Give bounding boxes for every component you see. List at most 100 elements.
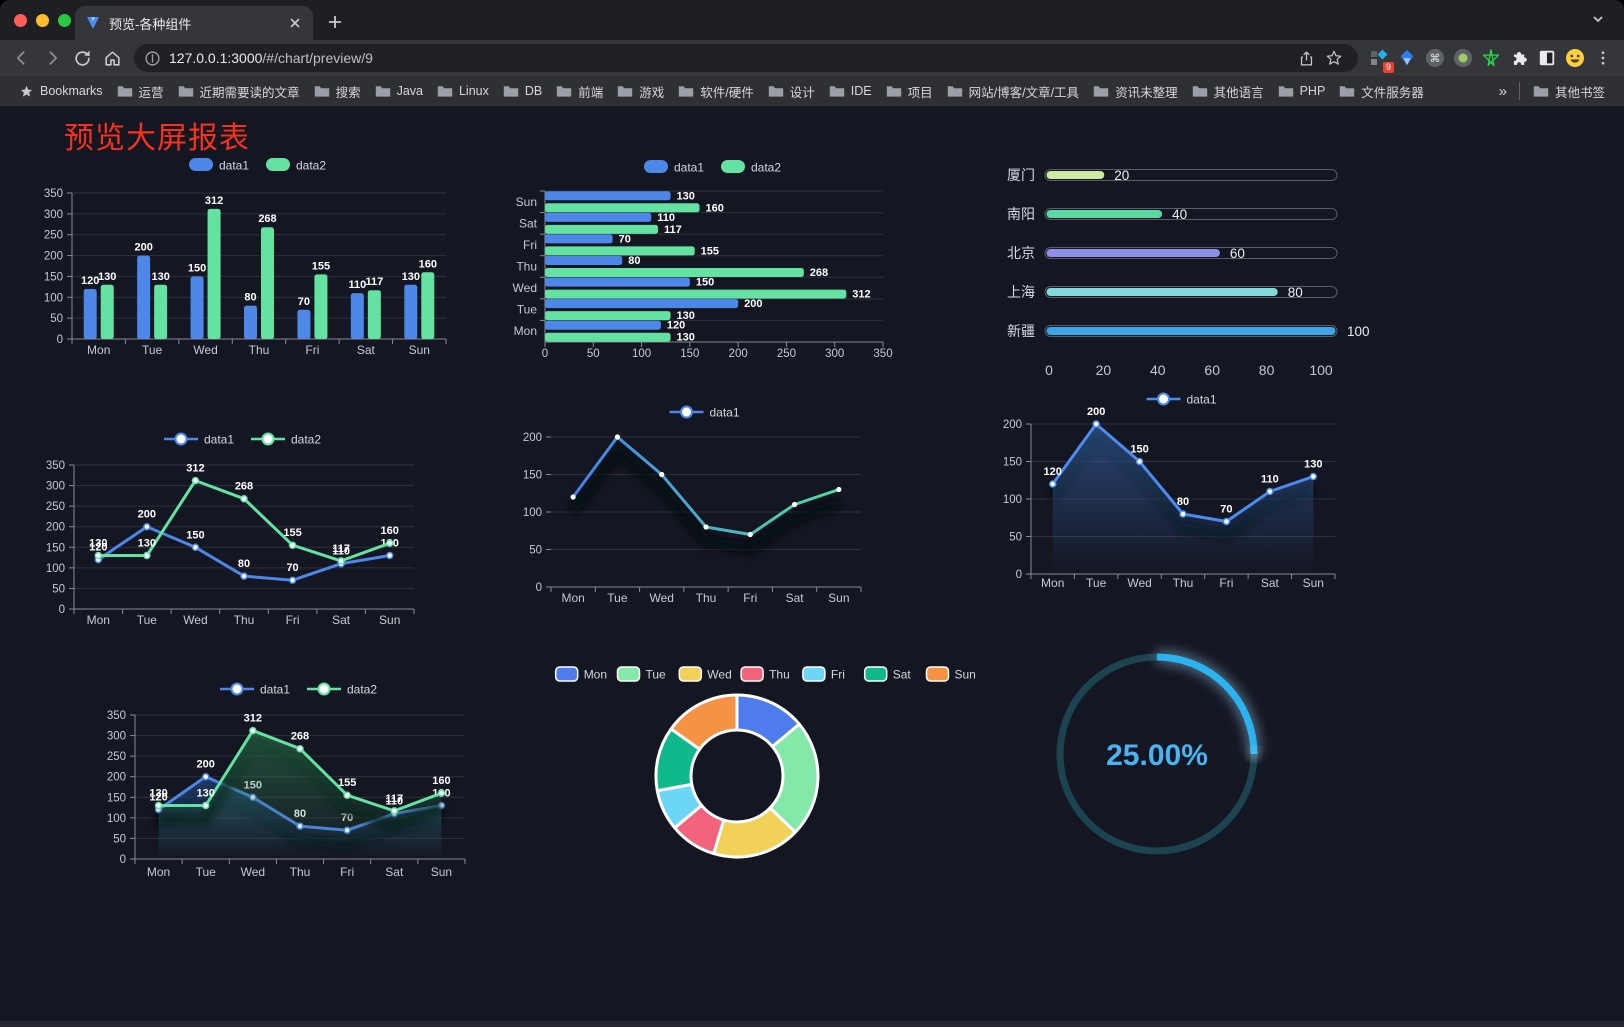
bookmark-item[interactable]: PHP: [1271, 80, 1333, 102]
bookmark-star-icon[interactable]: [1320, 44, 1348, 72]
grouped-bar-chart[interactable]: 0 50 100 150 200 250 300 350 Mon Tue Wed Thu Fri Sat S…: [40, 149, 460, 379]
extensions-puzzle-icon[interactable]: [1506, 45, 1532, 71]
svg-text:350: 350: [46, 460, 65, 472]
folder-icon: [557, 86, 572, 97]
svg-text:0: 0: [536, 582, 542, 594]
svg-text:Thu: Thu: [234, 613, 255, 627]
extension-kite-icon[interactable]: [1394, 45, 1420, 71]
tab-close-icon[interactable]: [287, 15, 303, 31]
svg-text:70: 70: [286, 562, 298, 574]
site-info-icon[interactable]: [144, 50, 161, 67]
svg-text:Fri: Fri: [743, 591, 757, 605]
folder-icon: [314, 86, 329, 97]
horizontal-bar-chart[interactable]: 0 50 100 150 200 250 300 350 Mon 120 130 Tue 200 130 W…: [505, 149, 905, 379]
extension-command-icon[interactable]: ⌘: [1422, 45, 1448, 71]
bookmark-item[interactable]: IDE: [822, 80, 879, 102]
zoom-window-button[interactable]: [58, 14, 71, 27]
share-button[interactable]: [1292, 44, 1320, 72]
gradient-line-chart[interactable]: 0 50 100 150 200 Mon Tue Wed Thu Fri Sat Sun data1: [495, 393, 885, 618]
svg-text:50: 50: [113, 833, 126, 845]
svg-text:Thu: Thu: [249, 343, 270, 357]
svg-text:350: 350: [873, 348, 892, 360]
bookmark-item[interactable]: 游戏: [610, 80, 671, 102]
extension-green-dot-icon[interactable]: [1450, 45, 1476, 71]
two-series-area-chart[interactable]: 0 50 100 150 200 250 300 350 Mon Tue Wed Thu Fri Sat S…: [85, 667, 485, 897]
svg-text:268: 268: [258, 213, 276, 225]
bookmark-item[interactable]: Java: [368, 80, 430, 102]
browser-tab[interactable]: 预览-各种组件: [75, 6, 313, 40]
bookmark-item[interactable]: 网站/博客/文章/工具: [940, 80, 1086, 102]
bookmark-label: 文件服务器: [1361, 85, 1424, 100]
bookmark-item[interactable]: 前端: [549, 80, 610, 102]
extension-emoji-icon[interactable]: [1562, 45, 1588, 71]
bookmark-label: 其他语言: [1213, 85, 1264, 100]
url-text: 127.0.0.1:3000/#/chart/preview/9: [169, 50, 1292, 66]
bookmark-item[interactable]: 搜索: [307, 80, 368, 102]
svg-text:130: 130: [402, 271, 420, 283]
svg-text:Tue: Tue: [607, 591, 628, 605]
bookmark-label: 近期需要读的文章: [199, 85, 300, 100]
svg-text:Sun: Sun: [1303, 576, 1324, 590]
svg-text:Fri: Fri: [523, 238, 537, 252]
bookmark-item[interactable]: 资讯未整理: [1086, 80, 1185, 102]
bookmark-item[interactable]: 运营: [110, 80, 171, 102]
reload-button[interactable]: [68, 44, 96, 72]
close-window-button[interactable]: [14, 14, 27, 27]
url-path: /#/chart/preview/9: [262, 50, 373, 66]
bookmark-list: 运营 近期需要读的文章 搜索 Java Linux DB 前端 游戏 软件/硬件 设计 IDE 项目 网…: [110, 80, 1493, 102]
forward-button[interactable]: [38, 44, 66, 72]
bookmark-item[interactable]: DB: [496, 80, 549, 102]
svg-text:100: 100: [46, 563, 65, 575]
svg-text:Mon: Mon: [147, 865, 170, 879]
page-title: 预览大屏报表: [64, 122, 250, 155]
svg-text:312: 312: [244, 713, 262, 725]
bookmark-item[interactable]: 设计: [761, 80, 822, 102]
capsule-progress-chart[interactable]: 厦门 20 南阳 40 北京 60 上海 80 新疆 100 0 20 40 60 80 100: [985, 149, 1400, 394]
bookmark-label: 软件/硬件: [700, 85, 754, 100]
bookmarks-manager[interactable]: Bookmarks: [12, 80, 110, 102]
extension-star-icon[interactable]: [1478, 45, 1504, 71]
svg-text:117: 117: [332, 543, 350, 555]
svg-text:Wed: Wed: [183, 613, 207, 627]
svg-text:150: 150: [696, 277, 714, 289]
extension-panel-icon[interactable]: [1534, 45, 1560, 71]
tab-search-icon[interactable]: [1590, 11, 1606, 32]
bookmark-item[interactable]: Linux: [430, 80, 496, 102]
svg-text:120: 120: [149, 792, 167, 804]
menu-dots-icon[interactable]: [1590, 45, 1616, 71]
bookmark-item[interactable]: 其他语言: [1185, 80, 1271, 102]
svg-text:117: 117: [664, 224, 682, 236]
extension-grid-icon[interactable]: 9: [1366, 45, 1394, 73]
svg-text:250: 250: [46, 501, 65, 513]
svg-text:Wed: Wed: [241, 865, 265, 879]
svg-text:250: 250: [107, 751, 126, 763]
back-button[interactable]: [8, 44, 36, 72]
two-series-line-chart[interactable]: 0 50 100 150 200 250 300 350 Mon Tue Wed Thu Fri Sat S…: [30, 421, 450, 644]
svg-text:200: 200: [729, 348, 748, 360]
svg-text:120: 120: [81, 275, 99, 287]
svg-text:150: 150: [46, 542, 65, 554]
bookmark-item[interactable]: 软件/硬件: [671, 80, 760, 102]
svg-text:150: 150: [186, 529, 204, 541]
svg-text:Tue: Tue: [646, 668, 667, 682]
folder-icon: [375, 86, 390, 97]
bookmark-item[interactable]: 近期需要读的文章: [171, 80, 307, 102]
other-bookmarks-folder[interactable]: 其他书签: [1526, 80, 1612, 102]
svg-text:150: 150: [44, 271, 63, 283]
gauge-progress-chart[interactable]: 25.00%: [1026, 625, 1291, 895]
area-line-chart[interactable]: 0 50 100 150 200 Mon Tue Wed Thu Fri Sat Sun 120 200 1…: [975, 386, 1365, 606]
svg-text:268: 268: [810, 267, 828, 279]
bookmark-item[interactable]: 文件服务器: [1332, 80, 1431, 102]
svg-text:data1: data1: [1187, 393, 1217, 407]
address-bar[interactable]: 127.0.0.1:3000/#/chart/preview/9: [134, 44, 1358, 72]
svg-text:data1: data1: [219, 159, 249, 173]
svg-text:Mon: Mon: [561, 591, 584, 605]
bookmark-item[interactable]: 项目: [879, 80, 940, 102]
new-tab-button[interactable]: [322, 9, 348, 35]
svg-text:130: 130: [98, 271, 116, 283]
svg-text:100: 100: [632, 348, 651, 360]
bookmarks-overflow-chevron[interactable]: »: [1498, 82, 1507, 100]
donut-pie-chart[interactable]: Mon Tue Wed Thu Fri Sat Sun: [540, 657, 985, 897]
minimize-window-button[interactable]: [36, 14, 49, 27]
home-button[interactable]: [98, 44, 126, 72]
